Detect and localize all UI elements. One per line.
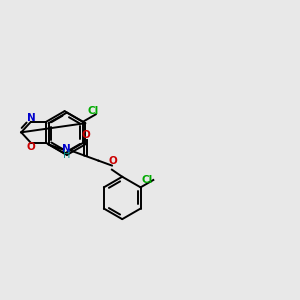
- Text: O: O: [27, 142, 35, 152]
- Text: O: O: [81, 130, 90, 140]
- Text: O: O: [108, 156, 117, 167]
- Text: N: N: [62, 144, 71, 154]
- Text: H: H: [63, 150, 70, 160]
- Text: Cl: Cl: [88, 106, 99, 116]
- Text: N: N: [27, 113, 35, 123]
- Text: Cl: Cl: [142, 175, 153, 185]
